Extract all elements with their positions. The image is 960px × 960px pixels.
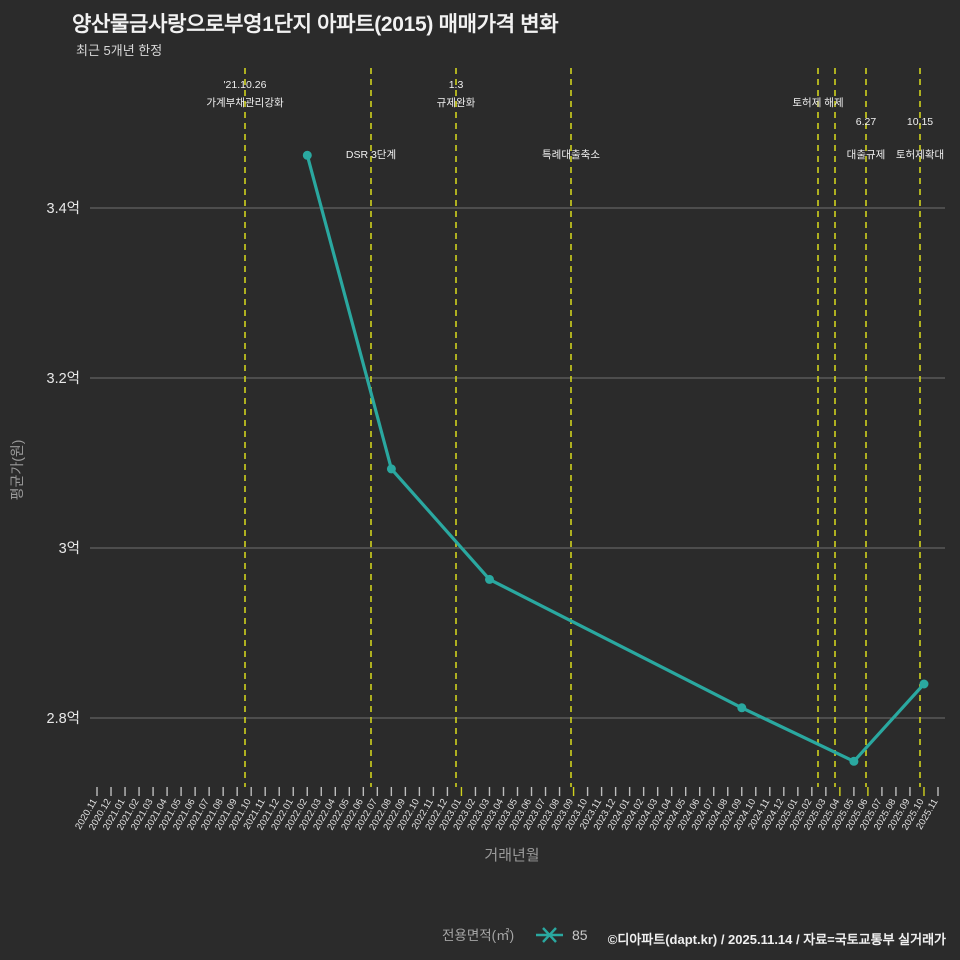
annotation-label: DSR 3단계 bbox=[346, 149, 396, 161]
annotation-date: 1.3 bbox=[449, 79, 464, 91]
x-axis-title: 거래년월 bbox=[484, 847, 539, 864]
annotation-label: 토허제 해제 bbox=[792, 96, 843, 109]
y-axis-title: 평균가(원) bbox=[9, 440, 25, 501]
series-data-point[interactable] bbox=[919, 679, 929, 689]
event-lines-group bbox=[244, 68, 921, 787]
y-axis-tick-label: 3억 bbox=[59, 540, 80, 557]
series-line bbox=[305, 153, 926, 763]
legend-marker bbox=[536, 927, 563, 943]
series-data-point[interactable] bbox=[485, 574, 494, 584]
gridlines-group bbox=[90, 207, 945, 719]
y-axis-tick-label: 3.2억 bbox=[47, 370, 81, 387]
footer-credit: ©디아파트(dapt.kr) / 2025.11.14 / 자료=국토교통부 실… bbox=[607, 932, 946, 947]
annotation-label: 규제완화 bbox=[437, 96, 476, 109]
annotation-date: 10.15 bbox=[907, 116, 933, 128]
series-data-point[interactable] bbox=[386, 464, 396, 474]
annotation-label: 특례대출축소 bbox=[542, 149, 600, 161]
annotation-date: 6.27 bbox=[856, 116, 877, 128]
page-subtitle: 최근 5개년 한정 bbox=[76, 43, 163, 58]
legend-title: 전용면적(㎡) bbox=[442, 928, 514, 943]
page-title: 양산물금사랑으로부영1단지 아파트(2015) 매매가격 변화 bbox=[72, 13, 559, 36]
series-group bbox=[302, 150, 929, 766]
annotation-label: 토허제확대 bbox=[896, 148, 944, 161]
series-data-point[interactable] bbox=[849, 756, 859, 766]
y-axis-tick-label: 3.4억 bbox=[47, 200, 81, 217]
series-data-point[interactable] bbox=[737, 703, 747, 713]
series-data-point[interactable] bbox=[302, 150, 312, 160]
x-axis-ticks-group: 2020.112020.122021.012021.022021.032021.… bbox=[73, 787, 941, 832]
legend-entry-label: 85 bbox=[572, 927, 588, 943]
legend-group[interactable]: 전용면적(㎡) 85 bbox=[442, 927, 588, 943]
annotation-date: '21.10.26 bbox=[224, 79, 267, 91]
y-axis-tick-label: 2.8억 bbox=[47, 710, 81, 727]
annotation-label: 가계부채관리강화 bbox=[206, 97, 284, 109]
annotation-label: 대출규제 bbox=[847, 149, 886, 161]
y-axis-ticks-group: 3.4억 3.2억 3억 2.8억 bbox=[47, 200, 81, 727]
